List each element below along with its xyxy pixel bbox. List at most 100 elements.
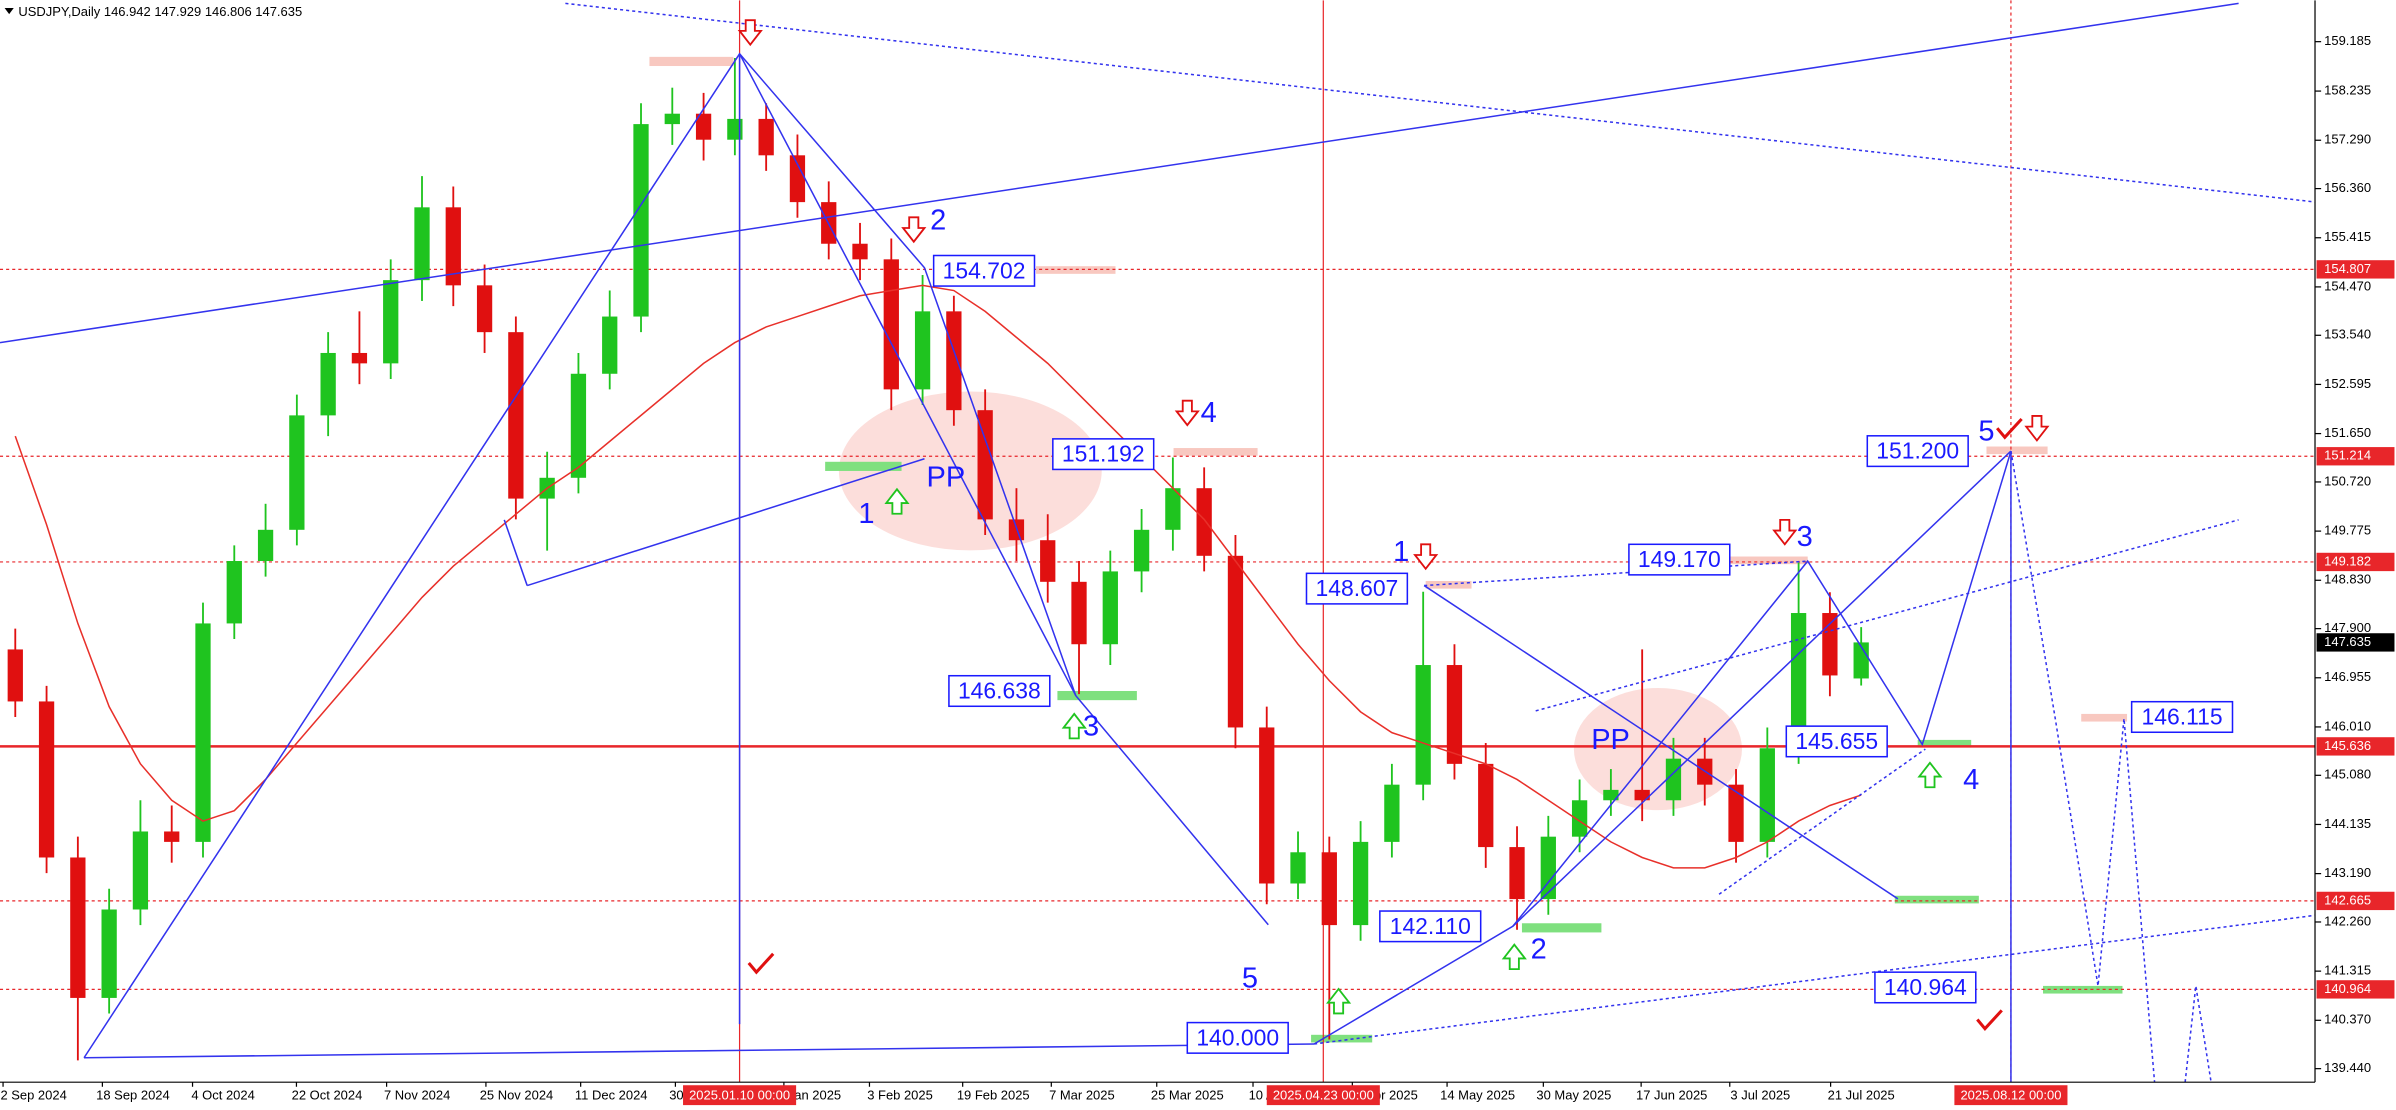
candle-body: [508, 332, 524, 499]
candle-body: [1259, 727, 1275, 884]
wave-label: 3: [1083, 710, 1099, 742]
x-tick-label: 2 Sep 2024: [0, 1087, 66, 1102]
candle-body: [257, 529, 274, 562]
x-tick-label: 19 Feb 2025: [957, 1087, 1030, 1102]
price-tag-box: [2316, 552, 2395, 572]
wave-label: 1: [858, 498, 874, 530]
candle-body: [977, 410, 993, 520]
candle-body: [1321, 852, 1337, 926]
x-tick-label: 25 Nov 2024: [480, 1087, 554, 1102]
x-tick-label: 7 Nov 2024: [384, 1087, 450, 1102]
x-tick-label: 18 Sep 2024: [96, 1087, 170, 1102]
time-marker-box: [1954, 1085, 2068, 1106]
price-note: 151.200: [1876, 438, 1959, 464]
candle-body: [101, 909, 117, 998]
wave-label: 2: [930, 205, 946, 237]
price-tag-label: 140.964: [2324, 981, 2371, 996]
price-note: 140.964: [1884, 974, 1967, 1000]
y-tick-label: 144.135: [2324, 816, 2371, 831]
y-tick-label: 141.315: [2324, 963, 2371, 978]
x-tick-label: 14 May 2025: [1440, 1087, 1515, 1102]
candle-body: [1102, 571, 1118, 645]
price-tag-label: 147.635: [2324, 634, 2371, 649]
x-tick-label: 11 Dec 2024: [575, 1087, 648, 1102]
time-marker-box: [683, 1085, 797, 1106]
price-note: 148.607: [1316, 575, 1399, 601]
candle-body: [946, 311, 962, 411]
candle-body: [1509, 847, 1525, 900]
candle-body: [695, 113, 712, 140]
candle-body: [1665, 758, 1682, 801]
price-tag-label: 142.665: [2324, 892, 2371, 907]
candle-body: [1759, 748, 1775, 842]
x-tick-label: 22 Oct 2024: [292, 1087, 363, 1102]
y-tick-label: 153.540: [2324, 327, 2371, 342]
trendlines: [0, 2, 2396, 1083]
y-tick-label: 157.290: [2324, 132, 2371, 147]
candle-body: [1603, 789, 1619, 801]
candle-body: [1446, 665, 1463, 764]
wave-label: 5: [1978, 415, 1994, 447]
candle-body: [633, 124, 649, 317]
wave-label: PP: [927, 461, 966, 493]
candle-body: [602, 316, 618, 374]
moving-average: [14, 284, 1862, 869]
candles: [7, 58, 1869, 1061]
candle-body: [789, 155, 806, 203]
candle-body: [1165, 488, 1181, 530]
wave-label: 2: [1531, 933, 1547, 965]
arrows: [738, 19, 2049, 1032]
chart-title: USDJPY,Daily 146.942 147.929 146.806 147…: [18, 4, 302, 19]
candle-body: [195, 623, 211, 842]
y-tick-label: 152.595: [2324, 376, 2371, 391]
candle-body: [1071, 581, 1087, 645]
y-tick-label: 142.260: [2324, 913, 2371, 928]
candle-body: [132, 831, 149, 910]
x-tick-label: 3 Jul 2025: [1730, 1087, 1790, 1102]
candle-body: [758, 118, 774, 156]
wave-label: PP: [1591, 724, 1630, 756]
levels: [0, 0, 2316, 1083]
x-tick-label: 21 Jul 2025: [1828, 1087, 1895, 1102]
candle-body: [1290, 852, 1306, 884]
price-note: 140.000: [1196, 1024, 1279, 1050]
candle-body: [1133, 529, 1150, 572]
y-tick-label: 159.185: [2324, 33, 2371, 48]
candle-body: [414, 207, 430, 281]
y-tick-label: 156.360: [2324, 180, 2371, 195]
candle-body: [1415, 665, 1431, 785]
y-tick-label: 151.650: [2324, 425, 2371, 440]
candle-body: [226, 561, 242, 624]
price-tag-box: [2316, 980, 2395, 999]
candle-body: [1540, 836, 1556, 900]
candle-body: [289, 415, 305, 530]
candle-body: [1227, 555, 1244, 728]
wave-labels: 2 4 1 PP 3 5 1 2 3 4 5 PP: [858, 205, 1994, 995]
price-note: 146.115: [2142, 704, 2223, 730]
y-tick-label: 145.080: [2324, 767, 2371, 782]
menu-icon[interactable]: [4, 7, 14, 15]
candle-body: [320, 352, 336, 416]
candle-body: [1571, 800, 1588, 837]
candle-body: [727, 118, 743, 140]
x-tick-label: 17 Jun 2025: [1636, 1087, 1707, 1102]
x-tick-label: 30 May 2025: [1536, 1087, 1611, 1102]
candle-body: [7, 649, 23, 702]
candle-body: [664, 113, 680, 125]
candle-body: [351, 352, 368, 364]
y-tick-label: 143.190: [2324, 865, 2371, 880]
price-tag-label: 151.214: [2324, 448, 2371, 463]
x-tick-label: 25 Mar 2025: [1151, 1087, 1224, 1102]
y-tick-label: 146.010: [2324, 718, 2371, 733]
x-tick-label: 3 Feb 2025: [867, 1087, 933, 1102]
price-tag-label: 154.807: [2324, 261, 2371, 276]
y-tick-label: 158.235: [2324, 82, 2371, 97]
price-tag-label: 149.182: [2324, 553, 2371, 568]
candle-body: [1040, 540, 1056, 582]
candle-body: [1634, 789, 1650, 801]
candle-body: [38, 701, 55, 858]
price-tag-box: [2316, 447, 2395, 466]
time-marker-box: [1266, 1085, 1380, 1106]
